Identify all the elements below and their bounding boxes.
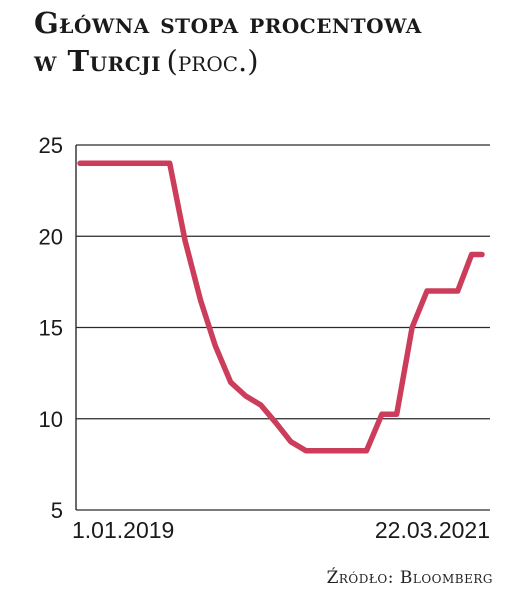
title-unit: (proc.) — [166, 44, 259, 78]
x-tick-labels: 1.01.2019 22.03.2021 — [72, 517, 490, 543]
title-main-text: w Turcji — [34, 44, 161, 78]
chart-title: Główna stopa procentowa w Turcji (proc.) — [34, 4, 514, 85]
grid-lines — [75, 144, 490, 511]
title-line-1: Główna stopa procentowa — [34, 6, 422, 40]
y-tick-label: 5 — [51, 498, 63, 523]
y-tick-label: 20 — [39, 224, 63, 249]
series-line-0 — [77, 160, 485, 454]
y-tick-label: 25 — [39, 133, 63, 158]
y-tick-label: 10 — [39, 407, 63, 432]
x-label-start: 1.01.2019 — [72, 517, 174, 543]
y-tick-labels: 5 10 15 20 25 — [39, 133, 63, 523]
series-lines — [77, 160, 485, 454]
y-tick-label: 15 — [39, 316, 63, 341]
title-line-2: w Turcji (proc.) — [34, 42, 514, 85]
x-label-end: 22.03.2021 — [375, 517, 490, 543]
source-note: Źródło: Bloomberg — [326, 568, 493, 588]
